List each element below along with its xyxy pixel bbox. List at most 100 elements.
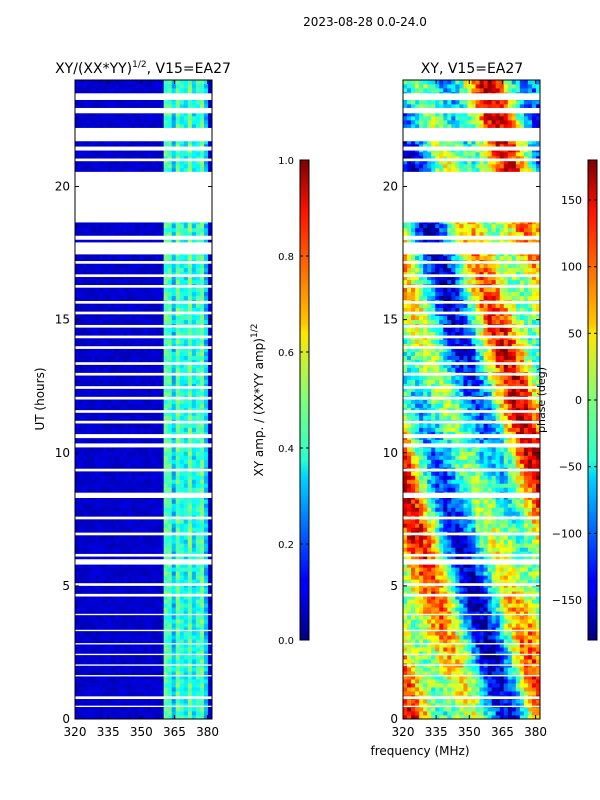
amplitude-heatmap-cell: [139, 627, 144, 632]
amplitude-heatmap-cell: [175, 619, 181, 624]
amplitude-heatmap-cell: [127, 223, 132, 229]
amplitude-heatmap-cell: [87, 319, 92, 325]
amplitude-heatmap-cell: [111, 555, 116, 560]
amplitude-heatmap-cell: [115, 451, 120, 456]
amplitude-heatmap-cell: [83, 387, 88, 392]
amplitude-heatmap-cell: [147, 527, 152, 532]
amplitude-heatmap-cell: [199, 155, 205, 161]
amplitude-heatmap-cell: [203, 255, 209, 261]
amplitude-heatmap-cell: [91, 647, 96, 652]
amplitude-heatmap-cell: [207, 295, 212, 301]
amplitude-heatmap-cell: [175, 527, 181, 532]
amplitude-heatmap-cell: [159, 643, 165, 648]
amplitude-heatmap-cell: [151, 339, 156, 344]
amplitude-heatmap-cell: [127, 231, 132, 237]
amplitude-heatmap-cell: [123, 667, 128, 672]
amplitude-heatmap-cell: [135, 675, 140, 680]
amplitude-heatmap-cell: [203, 231, 209, 237]
amplitude-heatmap-cell: [123, 683, 128, 688]
amplitude-heatmap-cell: [119, 535, 124, 540]
amplitude-heatmap-cell: [203, 399, 209, 404]
amplitude-heatmap-cell: [119, 607, 124, 612]
amplitude-heatmap-cell: [171, 687, 177, 692]
amplitude-heatmap-cell: [107, 547, 112, 552]
amplitude-heatmap-cell: [75, 223, 80, 229]
amplitude-heatmap-cell: [123, 367, 128, 372]
amplitude-heatmap-cell: [203, 643, 209, 648]
amplitude-heatmap-cell: [127, 691, 132, 696]
amplitude-heatmap-cell: [203, 595, 209, 600]
amplitude-heatmap-cell: [159, 263, 165, 269]
amplitude-heatmap-cell: [127, 483, 132, 488]
amplitude-heatmap-cell: [203, 683, 209, 688]
amplitude-heatmap-cell: [163, 451, 169, 456]
amplitude-heatmap-cell: [163, 479, 169, 484]
amplitude-heatmap-cell: [175, 339, 181, 344]
amplitude-heatmap-cell: [83, 167, 88, 173]
amplitude-heatmap-cell: [127, 687, 132, 692]
amplitude-heatmap-cell: [135, 691, 140, 696]
amplitude-heatmap-cell: [163, 547, 169, 552]
amplitude-heatmap-cell: [139, 159, 144, 165]
amplitude-heatmap-cell: [103, 459, 108, 464]
amplitude-heatmap-cell: [175, 591, 181, 596]
amplitude-heatmap-cell: [91, 267, 96, 273]
amplitude-heatmap-cell: [179, 591, 185, 596]
amplitude-heatmap-cell: [199, 319, 205, 325]
amplitude-heatmap-cell: [187, 555, 193, 560]
amplitude-heatmap-cell: [107, 679, 112, 684]
amplitude-heatmap-cell: [183, 339, 189, 344]
amplitude-heatmap-cell: [167, 647, 173, 652]
amplitude-heatmap-cell: [191, 355, 197, 360]
amplitude-heatmap-cell: [187, 707, 193, 712]
amplitude-heatmap-cell: [195, 303, 201, 309]
amplitude-heatmap-cell: [159, 271, 165, 277]
amplitude-heatmap-cell: [163, 343, 169, 348]
amplitude-heatmap-cell: [187, 475, 193, 480]
amplitude-heatmap-cell: [99, 571, 104, 576]
amplitude-heatmap-cell: [147, 223, 152, 229]
amplitude-heatmap-cell: [99, 407, 104, 412]
amplitude-heatmap-cell: [135, 455, 140, 460]
amplitude-heatmap-cell: [115, 675, 120, 680]
amplitude-heatmap-cell: [139, 679, 144, 684]
amplitude-heatmap-cell: [107, 595, 112, 600]
amplitude-heatmap-cell: [79, 643, 84, 648]
amplitude-heatmap-cell: [195, 687, 201, 692]
amplitude-heatmap-cell: [175, 359, 181, 364]
amplitude-heatmap-cell: [103, 623, 108, 628]
amplitude-heatmap-cell: [111, 423, 116, 428]
amplitude-heatmap-cell: [155, 367, 161, 372]
amplitude-heatmap-cell: [75, 227, 80, 233]
amplitude-heatmap-cell: [131, 591, 136, 596]
amplitude-heatmap-cell: [203, 711, 209, 716]
amplitude-heatmap-cell: [171, 407, 177, 412]
amplitude-heatmap-cell: [191, 631, 197, 636]
amplitude-heatmap-cell: [111, 679, 116, 684]
amplitude-heatmap-cell: [139, 683, 144, 688]
amplitude-heatmap-cell: [75, 239, 80, 245]
amplitude-heatmap-cell: [115, 523, 120, 528]
amplitude-heatmap-cell: [171, 391, 177, 396]
amplitude-heatmap-cell: [75, 647, 80, 652]
amplitude-heatmap-cell: [151, 519, 156, 524]
amplitude-heatmap-cell: [119, 647, 124, 652]
amplitude-heatmap-cell: [187, 375, 193, 380]
amplitude-heatmap-cell: [87, 415, 92, 420]
amplitude-heatmap-cell: [147, 167, 152, 173]
amplitude-heatmap-cell: [203, 675, 209, 680]
amplitude-heatmap-cell: [99, 439, 104, 444]
amplitude-heatmap-cell: [139, 619, 144, 624]
amplitude-heatmap-cell: [107, 643, 112, 648]
amplitude-heatmap-cell: [83, 499, 88, 504]
amplitude-heatmap-cell: [87, 691, 92, 696]
amplitude-heatmap-cell: [131, 167, 136, 173]
amplitude-heatmap-cell: [171, 535, 177, 540]
amplitude-heatmap-cell: [95, 475, 100, 480]
amplitude-heatmap-cell: [83, 143, 88, 149]
amplitude-heatmap-cell: [179, 367, 185, 372]
amplitude-heatmap-cell: [139, 591, 144, 596]
amplitude-heatmap-cell: [171, 315, 177, 321]
amplitude-heatmap-cell: [147, 619, 152, 624]
amplitude-heatmap-cell: [163, 339, 169, 344]
